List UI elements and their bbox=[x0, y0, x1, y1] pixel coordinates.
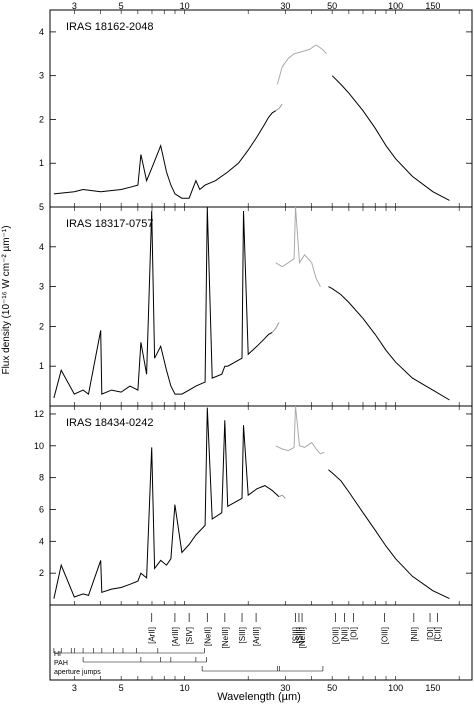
x-tick-label: 50 bbox=[327, 683, 337, 693]
line-id-label: [ArIII] bbox=[252, 627, 261, 646]
y-tick-label: 4 bbox=[39, 27, 44, 37]
y-tick-label: 3 bbox=[39, 71, 44, 81]
y-tick-label: 2 bbox=[39, 568, 44, 578]
marker-row-label: PAH bbox=[54, 660, 68, 667]
panel-title: IRAS 18434-0242 bbox=[66, 417, 153, 429]
x-tick-label: 5 bbox=[119, 683, 124, 693]
y-tick-label: 6 bbox=[39, 504, 44, 514]
line-id-label: [OI] bbox=[350, 627, 359, 640]
spectrum-series bbox=[275, 405, 325, 455]
spectrum-series bbox=[328, 286, 450, 401]
x-tick-label: 3 bbox=[72, 683, 77, 693]
line-id-label: [ArII] bbox=[148, 627, 157, 644]
spectrum-series bbox=[53, 110, 276, 199]
top-x-tick-label: 100 bbox=[388, 1, 403, 11]
x-tick-label: 10 bbox=[180, 683, 190, 693]
line-id-label: [ArIII] bbox=[171, 627, 180, 646]
spectrum-series bbox=[271, 322, 280, 333]
spectrum-series bbox=[331, 75, 450, 201]
chart-panel: 1 2 3 4 5 IRAS 18317-0757 bbox=[39, 202, 473, 407]
line-id-label: [NeIII] bbox=[221, 627, 230, 648]
line-id-label: [NII] bbox=[341, 627, 350, 642]
spectrum-series bbox=[53, 407, 280, 599]
spectrum-series bbox=[53, 206, 273, 399]
chart-panel: 1 2 3 4 3 5 10 30 50 100 150 IRAS 18162-2048 bbox=[39, 1, 473, 208]
y-tick-label: 1 bbox=[39, 361, 44, 371]
plot-frame bbox=[49, 9, 473, 208]
line-id-frame bbox=[49, 604, 473, 681]
top-x-tick-label: 50 bbox=[327, 1, 337, 11]
y-tick-label: 2 bbox=[39, 114, 44, 124]
top-x-tick-label: 30 bbox=[280, 1, 290, 11]
line-id-label: [OIII] bbox=[380, 627, 389, 644]
top-x-tick-label: 5 bbox=[119, 1, 124, 11]
plot-frame bbox=[49, 405, 473, 606]
line-id-label: [SIII] bbox=[238, 627, 247, 643]
top-x-tick-label: 150 bbox=[425, 1, 440, 11]
spectrum-series bbox=[276, 44, 327, 85]
y-tick-label: 3 bbox=[39, 282, 44, 292]
line-id-label: [OIII] bbox=[331, 627, 340, 644]
x-tick-label: 100 bbox=[388, 683, 403, 693]
spectrum-series bbox=[275, 206, 321, 287]
y-axis-label: Flux density (10⁻¹⁶ W cm⁻² µm⁻¹) bbox=[1, 225, 12, 374]
line-id-label: [SIII] bbox=[291, 627, 300, 643]
x-tick-label: 150 bbox=[425, 683, 440, 693]
y-tick-label: 1 bbox=[39, 158, 44, 168]
line-id-label: [SIV] bbox=[185, 627, 194, 644]
top-x-tick-label: 3 bbox=[72, 1, 77, 11]
top-x-tick-label: 10 bbox=[180, 1, 190, 11]
x-axis-label: Wavelength (µm) bbox=[217, 691, 301, 703]
line-id-label: [NII] bbox=[410, 627, 419, 642]
spectrum-series bbox=[275, 103, 283, 112]
spectral-line-identification-panel: 3 5 10 30 50 100 150 [ArII] [ArIII] [SIV] [NeII] [N… bbox=[49, 604, 473, 693]
spectrum-series bbox=[278, 494, 286, 499]
spectrum-series bbox=[328, 469, 450, 600]
plot-frame bbox=[49, 206, 473, 407]
line-id-label: [OI] bbox=[426, 627, 435, 640]
y-tick-label: 4 bbox=[39, 242, 44, 252]
chart-panel: 2 4 6 8 10 12 IRAS 18434-0242 bbox=[34, 405, 473, 606]
marker-row-label: aperture jumps bbox=[54, 669, 101, 676]
marker-row-label: HI bbox=[54, 651, 61, 658]
y-tick-label: 10 bbox=[34, 441, 44, 451]
y-tick-label: 8 bbox=[39, 473, 44, 483]
y-tick-label: 12 bbox=[34, 409, 44, 419]
line-id-label: [CII] bbox=[433, 627, 442, 642]
y-tick-label: 5 bbox=[39, 202, 44, 212]
panel-title: IRAS 18317-0757 bbox=[66, 218, 153, 230]
line-id-label: [SiII] bbox=[295, 627, 304, 643]
x-tick-label: 30 bbox=[280, 683, 290, 693]
y-tick-label: 2 bbox=[39, 321, 44, 331]
line-id-label: [NeII] bbox=[203, 627, 212, 646]
line-id-label: [NeIII] bbox=[298, 627, 307, 648]
y-tick-label: 4 bbox=[39, 536, 44, 546]
panel-title: IRAS 18162-2048 bbox=[66, 21, 153, 33]
